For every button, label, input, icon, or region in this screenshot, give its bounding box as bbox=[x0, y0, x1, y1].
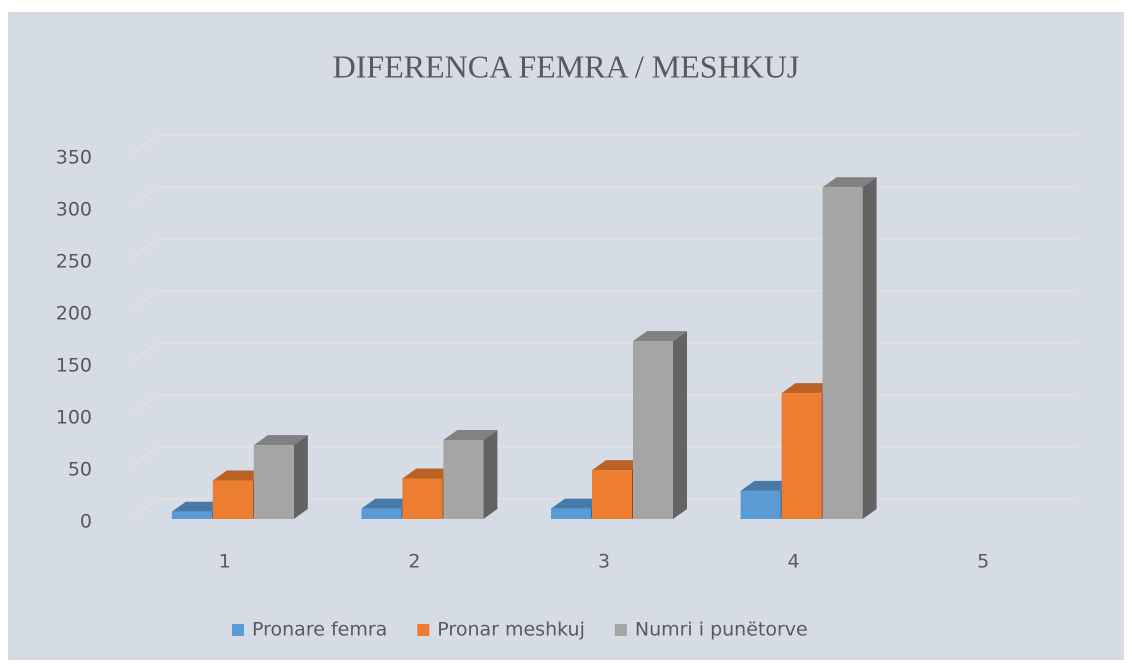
bar-top bbox=[551, 498, 605, 509]
grid-line bbox=[129, 238, 1078, 260]
y-tick-label: 200 bbox=[56, 303, 92, 325]
chart-background bbox=[8, 12, 1124, 660]
y-tick-label: 350 bbox=[56, 147, 92, 169]
bar-side bbox=[862, 177, 877, 520]
legend-swatch bbox=[614, 624, 627, 636]
bar bbox=[822, 177, 877, 520]
y-tick-label: 50 bbox=[68, 459, 92, 481]
bar bbox=[253, 435, 308, 519]
chart-title: DIFERENCA FEMRA / MESHKUJ bbox=[333, 48, 800, 84]
bar-top bbox=[253, 435, 308, 446]
bar-front bbox=[443, 439, 484, 519]
bar bbox=[633, 331, 687, 519]
bar-top bbox=[633, 331, 687, 342]
legend-swatch bbox=[232, 624, 244, 636]
grid-line bbox=[129, 394, 1078, 416]
x-tick-label: 2 bbox=[408, 551, 420, 573]
y-tick-label: 150 bbox=[56, 355, 92, 377]
legend-label: Pronare femra bbox=[252, 619, 387, 641]
bar-top bbox=[781, 383, 836, 394]
grid-line bbox=[129, 134, 1078, 156]
bar-front bbox=[740, 490, 781, 519]
bar-top bbox=[822, 177, 877, 188]
y-tick-label: 300 bbox=[56, 199, 92, 221]
x-tick-label: 3 bbox=[598, 551, 610, 573]
grid-line bbox=[129, 446, 1078, 468]
bar-front bbox=[633, 341, 673, 519]
bar-front bbox=[402, 478, 443, 519]
bar-top bbox=[402, 468, 457, 479]
x-tick-label: 5 bbox=[977, 551, 989, 573]
bar-front bbox=[551, 508, 591, 519]
grid-line bbox=[129, 290, 1078, 312]
grid-line bbox=[129, 186, 1078, 208]
bar-side bbox=[673, 331, 687, 519]
bar-front bbox=[592, 470, 632, 519]
legend-label: Numri i punëtorve bbox=[635, 619, 808, 641]
y-tick-label: 250 bbox=[56, 251, 92, 273]
legend-label: Pronar meshkuj bbox=[437, 619, 585, 641]
bar-front bbox=[171, 511, 212, 519]
bar-top bbox=[212, 470, 267, 481]
bar-front bbox=[361, 508, 402, 519]
legend-swatch bbox=[417, 624, 430, 636]
bar-front bbox=[781, 393, 822, 519]
y-tick-label: 100 bbox=[56, 407, 92, 429]
bar-side bbox=[293, 435, 308, 519]
bar-front bbox=[212, 480, 253, 519]
grid-line bbox=[129, 342, 1078, 364]
x-tick-label: 4 bbox=[788, 551, 800, 573]
bar-top bbox=[443, 429, 498, 440]
bar-top bbox=[592, 460, 646, 471]
bar bbox=[443, 429, 498, 519]
bar-top bbox=[740, 480, 795, 491]
x-tick-label: 1 bbox=[219, 551, 231, 573]
bar-front bbox=[822, 187, 863, 520]
bar-top bbox=[171, 501, 226, 512]
bar-top bbox=[361, 498, 416, 509]
bar-front bbox=[253, 445, 294, 519]
bar-side bbox=[483, 429, 498, 519]
y-tick-label: 0 bbox=[80, 511, 92, 533]
